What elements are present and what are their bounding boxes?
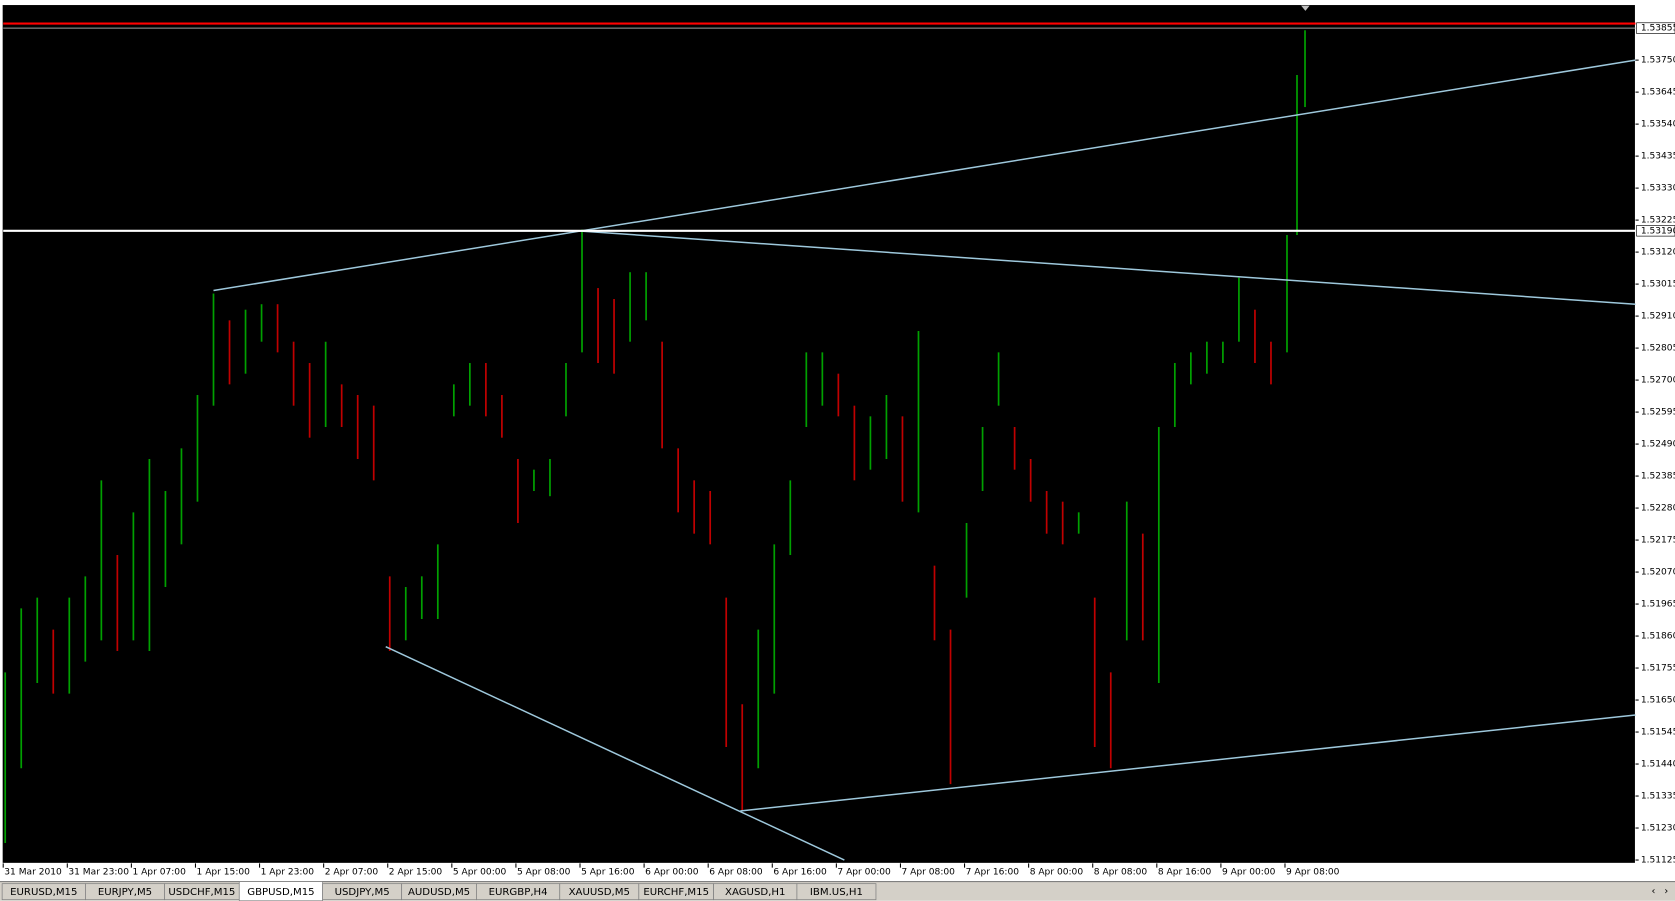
price-label: 1.53855	[1641, 24, 1675, 34]
scroll-right[interactable]: ›	[1664, 886, 1668, 897]
tab-label[interactable]: GBPUSD,M15	[247, 887, 314, 898]
x-tick-label: 2 Apr 15:00	[389, 867, 443, 877]
tab-label[interactable]: EURUSD,M15	[10, 887, 77, 898]
y-tick-label: 1.52280	[1641, 504, 1675, 514]
y-tick-label: 1.52700	[1641, 376, 1675, 386]
y-tick-label: 1.53330	[1641, 184, 1675, 194]
y-tick-label: 1.53120	[1641, 248, 1675, 258]
trendline	[575, 230, 1636, 305]
trendline	[213, 59, 1636, 292]
tab[interactable]	[796, 883, 877, 901]
y-tick-label: 1.53750	[1641, 56, 1675, 66]
y-tick-label: 1.52595	[1641, 408, 1675, 418]
y-tick-label: 1.51125	[1641, 856, 1675, 866]
tab-label[interactable]: EURGBP,H4	[489, 887, 548, 898]
y-tick-label: 1.52385	[1641, 472, 1675, 482]
scroll-left[interactable]: ‹	[1651, 886, 1655, 897]
x-tick-label: 6 Apr 08:00	[709, 867, 763, 877]
x-tick-label: 9 Apr 00:00	[1222, 867, 1276, 877]
x-tick-label: 31 Mar 23:00	[68, 867, 129, 877]
y-tick-label: 1.51440	[1641, 760, 1675, 770]
y-tick-label: 1.53225	[1641, 216, 1675, 226]
x-tick-label: 1 Apr 07:00	[132, 867, 186, 877]
y-tick-label: 1.52910	[1641, 312, 1675, 322]
axes-layer: 1.51125 1.51230 1.51335 1.51440 1.51545 1.516…	[2, 22, 1675, 877]
tab-label[interactable]: XAUUSD,M5	[569, 887, 630, 898]
y-tick-label: 1.51650	[1641, 696, 1675, 706]
y-tick-label: 1.52070	[1641, 568, 1675, 578]
x-tick-label: 31 Mar 2010	[4, 867, 62, 877]
x-tick-label: 5 Apr 16:00	[581, 867, 635, 877]
x-tick-label: 7 Apr 16:00	[966, 867, 1020, 877]
x-tick-label: 1 Apr 23:00	[261, 867, 315, 877]
x-tick-label: 7 Apr 08:00	[902, 867, 956, 877]
x-tick-label: 6 Apr 16:00	[773, 867, 827, 877]
tab-label[interactable]: EURJPY,M5	[98, 887, 152, 898]
x-tick-label: 6 Apr 00:00	[645, 867, 699, 877]
y-tick-label: 1.51335	[1641, 792, 1675, 802]
x-tick-label: 2 Apr 07:00	[325, 867, 379, 877]
y-tick-label: 1.52805	[1641, 344, 1675, 354]
tab-label[interactable]: EURCHF,M15	[643, 887, 709, 898]
y-tick-label: 1.53435	[1641, 152, 1675, 162]
x-tick-label: 5 Apr 00:00	[453, 867, 507, 877]
tab-label[interactable]: IBM.US,H1	[810, 887, 863, 898]
x-tick-label: 1 Apr 15:00	[197, 867, 251, 877]
tab-label[interactable]: AUDUSD,M5	[408, 887, 470, 898]
x-tick-label: 8 Apr 00:00	[1030, 867, 1084, 877]
shift-marker	[1301, 5, 1310, 11]
y-tick-label: 1.51755	[1641, 664, 1675, 674]
x-tick-label: 9 Apr 08:00	[1286, 867, 1340, 877]
y-tick-label: 1.51860	[1641, 632, 1675, 642]
y-tick-label: 1.53645	[1641, 88, 1675, 98]
x-tick-label: 8 Apr 08:00	[1094, 867, 1148, 877]
y-tick-label: 1.53540	[1641, 120, 1675, 130]
tab-label[interactable]: USDJPY,M5	[335, 887, 390, 898]
trendline	[385, 646, 845, 861]
y-tick-label: 1.51545	[1641, 728, 1675, 738]
y-tick-label: 1.51965	[1641, 600, 1675, 610]
plot-area	[1, 3, 1637, 864]
x-tick-label: 8 Apr 16:00	[1158, 867, 1212, 877]
tab-label[interactable]: USDCHF,M15	[168, 887, 235, 898]
y-tick-label: 1.53015	[1641, 280, 1675, 290]
x-tick-label: 7 Apr 00:00	[837, 867, 891, 877]
x-tick-label: 5 Apr 08:00	[517, 867, 571, 877]
y-tick-label: 1.52490	[1641, 440, 1675, 450]
price-label-box	[1636, 225, 1675, 237]
tabs: EURUSD,M15 EURJPY,M5 USDCHF,M15 GBPUSD,M15 U…	[1, 881, 877, 901]
y-tick-label: 1.51230	[1641, 824, 1675, 834]
y-tick-label: 1.52175	[1641, 536, 1675, 546]
price-label: 1.53190	[1641, 226, 1675, 236]
trendline	[740, 714, 1636, 812]
plot-layer	[3, 22, 1636, 861]
tab-label[interactable]: XAGUSD,H1	[725, 887, 785, 898]
price-label-box	[1636, 22, 1675, 34]
